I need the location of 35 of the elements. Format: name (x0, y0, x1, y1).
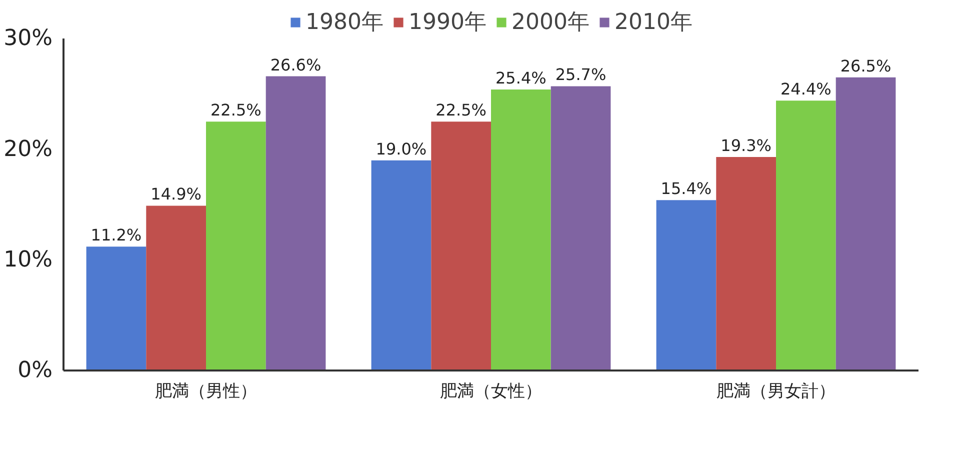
data-label: 19.0% (376, 139, 427, 158)
data-label: 22.5% (436, 100, 486, 120)
legend-label: 2000年 (512, 9, 590, 37)
data-label: 25.7% (555, 65, 606, 84)
bar (776, 100, 836, 370)
bar (371, 160, 432, 370)
data-label: 19.3% (720, 136, 772, 156)
bar (206, 122, 266, 370)
legend-label: 1990年 (408, 9, 486, 37)
bar (836, 77, 896, 370)
y-tick-label: 30% (4, 26, 53, 52)
data-label: 15.4% (660, 179, 712, 198)
y-tick-label: 10% (4, 247, 53, 272)
x-tick-label: 肥満（男女計） (716, 382, 836, 402)
bar (266, 76, 326, 370)
data-label: 26.6% (270, 55, 322, 74)
bar (656, 200, 716, 370)
bar (491, 90, 551, 370)
bar (550, 86, 611, 370)
legend-label: 2010年 (614, 9, 692, 37)
bar (86, 246, 146, 370)
data-label: 26.5% (840, 56, 892, 76)
data-label: 14.9% (150, 184, 202, 204)
data-label: 11.2% (90, 226, 142, 245)
legend-label: 1980年 (306, 9, 384, 37)
bar (716, 157, 776, 370)
data-label: 22.5% (210, 100, 262, 120)
bar (431, 122, 491, 370)
data-label: 25.4% (496, 68, 546, 88)
bar (146, 206, 206, 370)
x-tick-label: 肥満（男性） (155, 382, 257, 402)
y-tick-label: 0% (18, 358, 53, 383)
x-tick-label: 肥満（女性） (440, 382, 542, 402)
data-label: 24.4% (780, 80, 832, 99)
y-tick-label: 20% (4, 136, 53, 162)
